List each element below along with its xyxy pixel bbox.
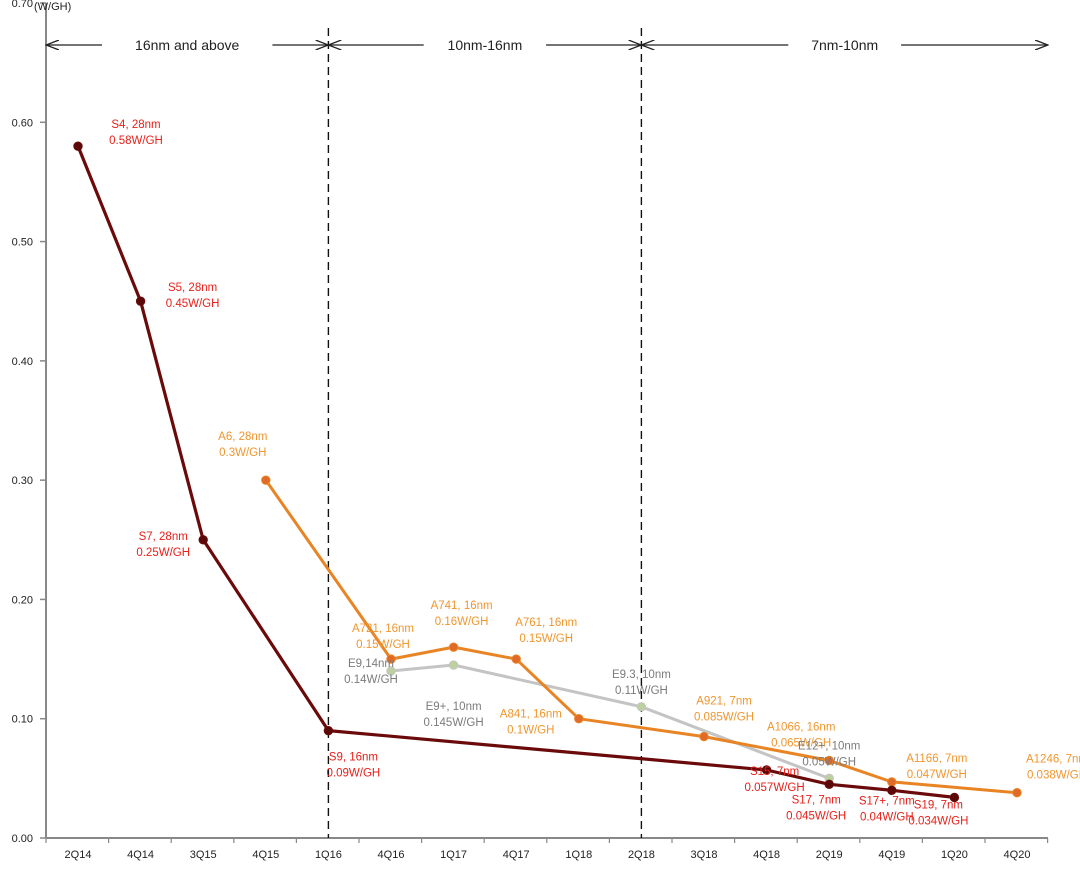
data-point [386,654,396,664]
data-label: S19, 7nm 0.034W/GH [908,799,968,827]
x-tick-label: 1Q20 [941,849,968,861]
x-tick-label: 2Q14 [65,849,92,861]
y-tick-label: 0.20 [12,594,33,606]
x-tick-label: 4Q20 [1004,849,1031,861]
data-label: S4, 28nm 0.58W/GH [109,119,163,147]
data-point [887,777,897,787]
data-labels: S4, 28nm 0.58W/GH S5, 28nm 0.45W/GH S7, 28nm… [109,119,1080,827]
x-tick-label: 1Q16 [315,849,342,861]
data-point [1012,787,1022,798]
data-label: A761, 16nm 0.15W/GH [515,617,577,645]
y-tick-label: 0.40 [12,356,33,368]
data-label: S15, 7nm 0.057W/GH [745,766,805,794]
data-point [887,785,897,795]
x-tick-label: 1Q17 [440,849,467,861]
y-tick-label: 0.00 [12,833,33,845]
y-tick-label: 0.70 [12,0,33,10]
region-label: 10nm-16nm [448,37,523,53]
data-point [135,296,146,306]
x-tick-label: 1Q18 [565,849,592,861]
data-point [386,666,396,676]
axes: 0.00 0.10 0.20 0.30 0.40 0.50 0.60 0.70 (W/GH) 2Q… [12,0,1049,861]
data-point [761,765,772,775]
region-label: 7nm-10nm [811,37,878,53]
data-point [448,660,459,670]
data-label: S9, 16nm 0.09W/GH [327,752,381,780]
data-point [636,702,647,712]
data-label: S17+, 7nm 0.04W/GH [859,795,915,823]
data-point [261,475,271,485]
y-tick-label: 0.30 [12,475,33,487]
x-tick-label: 3Q15 [190,849,217,861]
series-group [73,141,1022,803]
data-label: A1066, 16nm 0.065W/GH [767,721,835,749]
x-tick-label: 2Q19 [816,849,843,861]
data-label: A841, 16nm 0.1W/GH [500,709,562,737]
data-label: E12+, 10nm 0.05W/GH [798,740,860,768]
data-label: A6, 28nm 0.3W/GH [218,431,267,459]
data-label: E9.3, 10nm 0.11W/GH [612,669,671,697]
x-tick-label: 4Q16 [378,849,405,861]
x-tick-label: 3Q18 [691,849,718,861]
data-label: A741, 16nm 0.16W/GH [431,600,493,628]
x-tick-label: 4Q15 [252,849,279,861]
y-tick-label: 0.10 [12,714,33,726]
data-label: E9+, 10nm 0.145W/GH [424,701,484,729]
data-point [323,725,334,736]
y-tick-label: 0.60 [12,117,33,129]
data-label: S5, 28nm 0.45W/GH [166,282,220,310]
x-tick-label: 4Q18 [753,849,780,861]
data-point [511,654,521,664]
region-annotations: 16nm and above 10nm-16nm 7nm-10nm [46,37,1048,53]
data-point [824,755,834,766]
x-tick-label: 4Q14 [127,849,154,861]
data-label: E9,14nm 0.14W/GH [344,658,398,686]
data-label: A1166, 7nm 0.047W/GH [906,753,967,781]
y-tick-label: 0.50 [12,237,33,249]
y-axis-label: (W/GH) [34,1,71,13]
data-point [198,535,208,545]
data-point [448,642,459,652]
data-point [824,779,834,790]
data-label: S7, 28nm 0.25W/GH [136,531,190,559]
data-label: S17, 7nm 0.045W/GH [786,794,846,822]
region-label: 16nm and above [135,37,240,53]
data-label: A721, 16nm 0.15W/GH [352,623,414,651]
x-tick-label: 4Q19 [878,849,905,861]
data-label: A921, 7nm 0.085W/GH [694,696,754,724]
x-tick-label: 2Q18 [628,849,655,861]
data-point [574,714,584,724]
data-point [73,141,83,151]
data-point [699,731,709,742]
x-tick-label: 4Q17 [503,849,530,861]
data-point [949,792,960,803]
series-line [76,145,955,799]
